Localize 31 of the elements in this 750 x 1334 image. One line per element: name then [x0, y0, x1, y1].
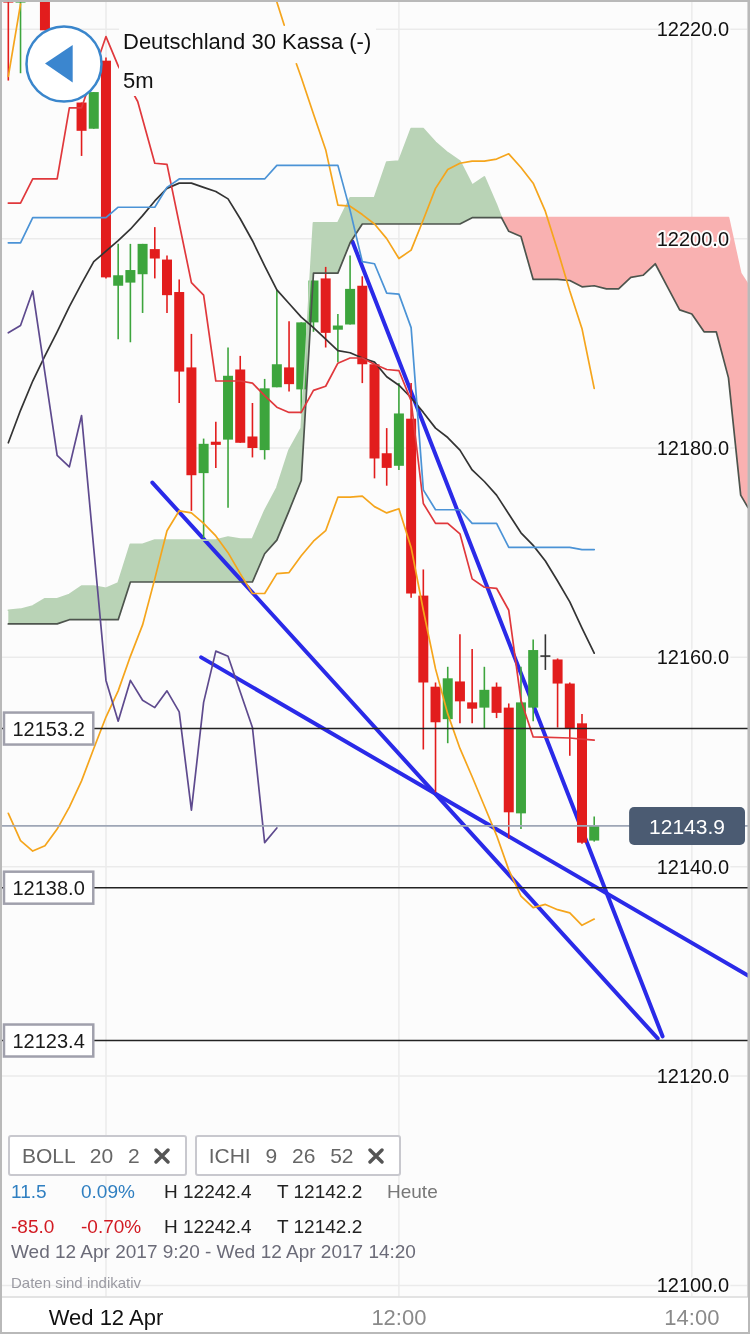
annotation: H 12242.4 — [164, 1181, 252, 1202]
ref-line-label: 12153.2 — [12, 717, 85, 740]
y-tick-label: 12140.0 — [656, 855, 729, 878]
ref-line-label: 12143.9 — [649, 814, 726, 838]
ref-line-label: 12138.0 — [12, 876, 85, 899]
ref-line-label: 12123.4 — [12, 1029, 85, 1052]
annotation: BOLL 20 2 — [22, 1143, 140, 1168]
y-tick-label: 12120.0 — [656, 1065, 729, 1088]
indicator-chip: BOLL 20 2 — [8, 1135, 187, 1176]
annotation: 11.5 — [11, 1181, 47, 1202]
annotation: -0.70% — [81, 1216, 142, 1237]
y-tick-label: 12220.0 — [656, 18, 729, 41]
annotation: Wed 12 Apr 2017 9:20 - Wed 12 Apr 2017 14:20 — [11, 1241, 416, 1262]
annotation: T 12142.2 — [277, 1216, 363, 1237]
annotation: H 12242.4 — [164, 1216, 252, 1237]
annotation: -85.0 — [11, 1216, 55, 1237]
y-tick-label: 12200.0 — [656, 227, 729, 250]
annotation: 0.09% — [81, 1181, 135, 1202]
x-tick-label: Wed 12 Apr — [48, 1304, 164, 1330]
x-tick-label: 12:00 — [371, 1304, 427, 1330]
text: Deutschland 30 Kassa (-) — [123, 29, 372, 54]
annotation: Heute — [387, 1181, 438, 1202]
annotation: T 12142.2 — [277, 1181, 363, 1202]
y-tick-label: 12180.0 — [656, 437, 729, 459]
indicator-chip: ICHI 9 26 52 — [194, 1135, 401, 1176]
annotation: ICHI 9 26 52 — [208, 1143, 354, 1168]
y-tick-label: 12100.0 — [656, 1274, 729, 1297]
text: 5m — [123, 68, 154, 93]
y-tick-label: 12160.0 — [656, 646, 729, 669]
annotation: Daten sind indikativ — [11, 1274, 142, 1291]
x-tick-label: 14:00 — [664, 1304, 720, 1330]
